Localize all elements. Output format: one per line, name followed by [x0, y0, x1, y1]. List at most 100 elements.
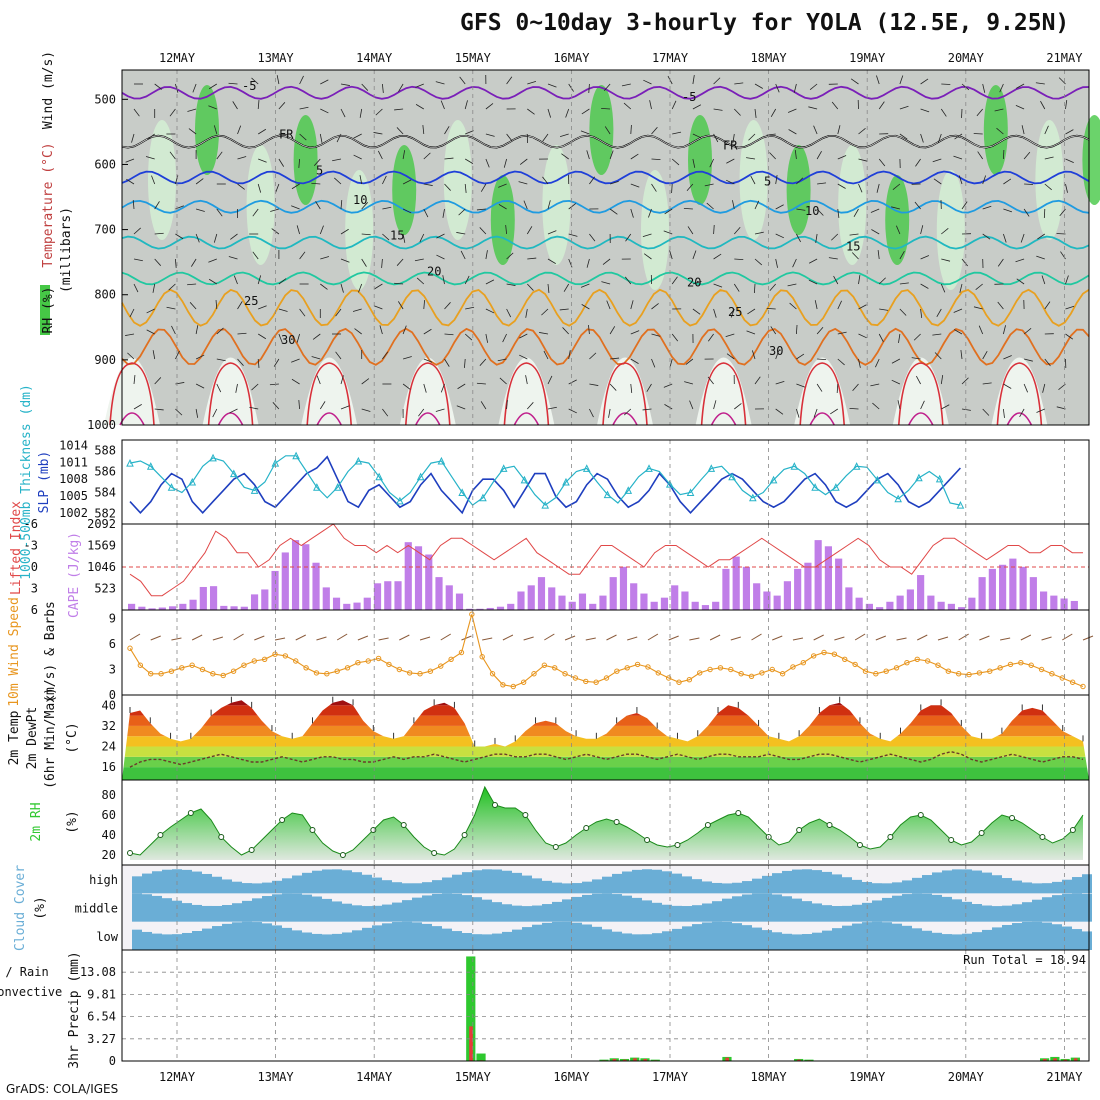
cloud-cell	[432, 893, 442, 922]
upper-wind-barb	[208, 83, 218, 90]
wind-tick: 9	[109, 612, 116, 626]
upper-wind-barb	[175, 408, 183, 416]
wind-speed-point	[997, 665, 1003, 671]
upper-wind-barb	[853, 208, 859, 217]
upper-wind-barb	[747, 308, 756, 315]
date-tick-bottom: 17MAY	[652, 1070, 689, 1084]
upper-wind-barb	[257, 128, 267, 135]
cape-bar	[455, 593, 464, 610]
date-tick-bottom: 16MAY	[553, 1070, 590, 1084]
wind-speed-point	[230, 668, 237, 674]
cloud-cell	[492, 933, 502, 950]
cloud-cell	[1072, 877, 1082, 894]
upper-wind-barb	[1065, 100, 1068, 110]
cloud-cell	[372, 877, 382, 894]
cloud-cell	[682, 906, 692, 922]
upper-wind-barb	[278, 102, 286, 110]
upper-wind-barb	[444, 302, 451, 310]
upper-wind-barb	[396, 258, 404, 266]
upper-wind-barb	[920, 133, 924, 143]
surface-wind-barb	[544, 633, 555, 641]
date-tick-top: 18MAY	[751, 51, 788, 65]
cape-bar	[373, 583, 382, 610]
cape-bar	[527, 585, 535, 610]
temp-tick: 16	[102, 760, 116, 774]
rh-tick: 40	[102, 828, 116, 842]
warm-contour	[207, 362, 254, 426]
upper-wind-barb	[459, 76, 466, 85]
upper-wind-barb	[125, 158, 135, 163]
upper-wind-barb	[379, 325, 383, 335]
surface-wind-barb	[378, 637, 389, 641]
cloud-cell	[572, 896, 582, 922]
upper-wind-barb	[465, 306, 475, 310]
upper-wind-barb	[568, 203, 577, 210]
rh2m-point	[1039, 834, 1046, 840]
cloud-cell	[582, 924, 592, 950]
upper-wind-barb	[707, 333, 714, 342]
thickness-point	[313, 483, 321, 491]
upper-wind-barb	[602, 258, 611, 265]
upper-wind-barb	[816, 326, 824, 335]
cloud-cell	[382, 880, 392, 894]
cloud-cell	[532, 924, 542, 950]
upper-wind-barb	[879, 308, 889, 311]
rh2m-point	[796, 827, 803, 833]
minmax-axis-label: (6hr Min/Max)	[43, 687, 58, 789]
upper-wind-barb	[187, 108, 197, 112]
upper-wind-barb	[319, 225, 324, 235]
thickness-point	[416, 472, 425, 481]
cloud-cell	[232, 922, 242, 950]
upper-wind-barb	[817, 358, 827, 361]
upper-wind-barb	[352, 308, 362, 312]
upper-wind-barb	[1015, 104, 1025, 110]
cape-bar	[148, 608, 156, 610]
cape-bar	[804, 562, 812, 610]
wind-speed-point	[800, 660, 807, 666]
upper-wind-barb	[458, 208, 466, 216]
upper-wind-barb	[543, 350, 549, 360]
rh2m-point	[309, 827, 316, 833]
upper-wind-barb	[953, 155, 963, 160]
thickness-point	[790, 462, 799, 470]
upper-wind-barb	[1044, 125, 1049, 135]
upper-wind-barb	[978, 325, 984, 335]
upper-wind-barb	[796, 383, 805, 388]
upper-wind-barb	[213, 125, 218, 135]
cloud-cell	[532, 905, 542, 922]
pressure-axis-label: (millibars)	[59, 207, 74, 293]
cloud-cell	[912, 877, 922, 894]
cloud-cell	[1042, 897, 1052, 922]
upper-wind-barb	[237, 358, 244, 366]
upper-wind-barb	[870, 208, 880, 213]
thickness-point	[749, 493, 757, 502]
upper-wind-barb	[958, 175, 963, 185]
wind-speed-point	[541, 662, 548, 668]
wind-speed-point	[1069, 679, 1076, 685]
cloud-cell	[762, 893, 772, 922]
upper-wind-barb	[415, 104, 425, 110]
cloud-cell	[142, 873, 152, 894]
cloud-cell	[632, 934, 642, 950]
cape-bar	[691, 601, 699, 610]
cloud-cell	[972, 932, 982, 950]
upper-wind-barb	[336, 133, 342, 143]
thickness-point	[375, 472, 383, 481]
surface-wind-barb	[1082, 635, 1094, 641]
cloud-cell	[822, 930, 832, 950]
thickness-point	[458, 488, 466, 496]
upper-wind-barb	[769, 283, 777, 292]
cloud-cell	[402, 921, 412, 950]
upper-wind-barb	[1015, 258, 1025, 263]
wind-speed-point	[572, 675, 579, 681]
upper-wind-barb	[568, 233, 578, 237]
warm-contour	[109, 362, 155, 426]
page-title: GFS 0~10day 3-hourly for YOLA (12.5E, 9.…	[460, 10, 1070, 36]
thickness-point	[499, 464, 508, 472]
thickness-point	[479, 493, 487, 502]
upper-wind-barb	[814, 300, 818, 310]
upper-wind-barb	[871, 229, 880, 235]
upper-wind-barb	[766, 307, 776, 310]
cape-bar	[763, 591, 771, 610]
cloud-cell	[282, 893, 292, 922]
